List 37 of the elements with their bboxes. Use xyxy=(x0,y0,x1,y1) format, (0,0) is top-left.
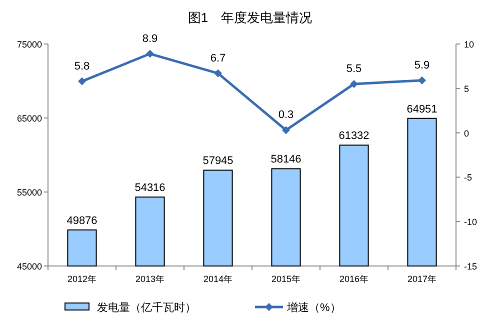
x-tick-label: 2012年 xyxy=(67,274,97,284)
x-tick-label: 2017年 xyxy=(407,274,437,284)
data-label: 64951 xyxy=(406,103,438,116)
point xyxy=(214,69,222,78)
y2-tick-label: -5 xyxy=(464,172,472,183)
legend-label: 增速（%） xyxy=(286,301,341,314)
data-label: 5.5 xyxy=(346,62,362,75)
y-tick-label: 45000 xyxy=(16,262,42,272)
point xyxy=(350,80,358,88)
legend-label: 发电量（亿千瓦时） xyxy=(97,301,196,314)
x-tick-label: 2013年 xyxy=(135,274,165,284)
data-label: 54316 xyxy=(134,182,166,194)
point xyxy=(146,50,154,58)
y2-tick-label: 10 xyxy=(464,40,474,50)
y-tick-label: 55000 xyxy=(16,188,42,198)
y2-tick-label: -15 xyxy=(464,262,478,272)
y-tick-label: 75000 xyxy=(16,40,42,50)
y2-tick-label: -10 xyxy=(464,217,478,228)
x-tick-label: 2014年 xyxy=(203,274,233,284)
data-label: 58146 xyxy=(270,154,302,166)
x-tick-label: 2016年 xyxy=(339,274,369,284)
data-label: 61332 xyxy=(338,130,370,142)
data-label: 57945 xyxy=(202,155,234,168)
data-label: 5.9 xyxy=(414,59,430,72)
data-label: 0.3 xyxy=(278,109,294,122)
data-label: 49876 xyxy=(66,214,98,227)
x-tick-label: 2015年 xyxy=(271,274,301,284)
data-label: 6.7 xyxy=(210,52,226,64)
data-label: 5.8 xyxy=(74,60,90,72)
y2-tick-label: 0 xyxy=(464,128,470,138)
point xyxy=(282,126,290,134)
chart-title: 图1 年度发电量情况 xyxy=(188,10,312,25)
point xyxy=(78,77,86,86)
y2-tick-label: 5 xyxy=(464,84,470,94)
data-label: 8.9 xyxy=(142,32,158,45)
point xyxy=(418,76,426,84)
y-tick-label: 65000 xyxy=(16,114,42,124)
